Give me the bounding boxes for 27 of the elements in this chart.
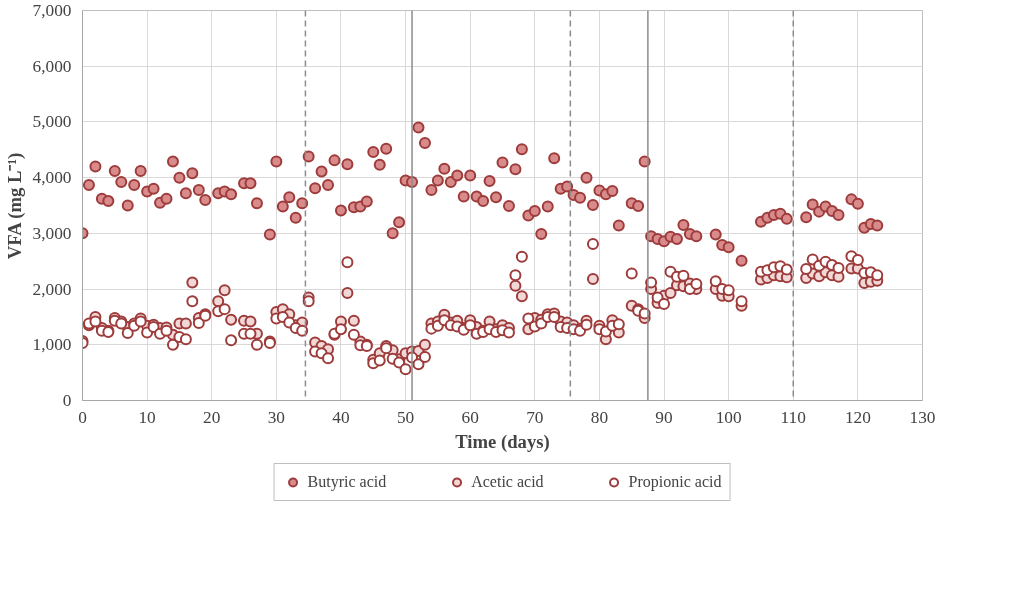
legend-label: Propionic acid bbox=[628, 472, 722, 491]
x-tick-label: 130 bbox=[909, 407, 936, 427]
x-tick-label: 100 bbox=[715, 407, 742, 427]
y-tick-label: 3,000 bbox=[32, 223, 72, 243]
x-tick-label: 20 bbox=[203, 407, 221, 427]
x-tick-label: 60 bbox=[461, 407, 479, 427]
y-tick-label: 0 bbox=[62, 391, 72, 410]
x-tick-label: 110 bbox=[780, 407, 806, 427]
x-tick-label: 0 bbox=[78, 407, 87, 427]
y-tick-label: 1,000 bbox=[32, 335, 72, 355]
y-tick-label: 6,000 bbox=[32, 56, 72, 76]
x-tick-label: 90 bbox=[655, 407, 673, 427]
x-tick-label: 30 bbox=[267, 407, 286, 427]
legend-label: Acetic acid bbox=[471, 472, 544, 491]
x-axis-title: Time (days) bbox=[455, 430, 550, 453]
x-tick-label: 50 bbox=[396, 407, 415, 427]
x-tick-label: 10 bbox=[138, 407, 156, 427]
x-tick-label: 120 bbox=[844, 407, 871, 427]
y-tick-label: 7,000 bbox=[32, 1, 72, 20]
legend-label: Butyric acid bbox=[307, 472, 387, 491]
y-tick-label: 5,000 bbox=[32, 112, 72, 132]
x-tick-label: 70 bbox=[526, 407, 544, 427]
y-tick-label: 4,000 bbox=[32, 168, 72, 188]
y-tick-label: 2,000 bbox=[32, 279, 72, 299]
y-axis-title: VFA (mg L⁻¹) bbox=[3, 152, 26, 260]
x-tick-label: 80 bbox=[590, 407, 609, 427]
x-tick-label: 40 bbox=[332, 407, 350, 427]
